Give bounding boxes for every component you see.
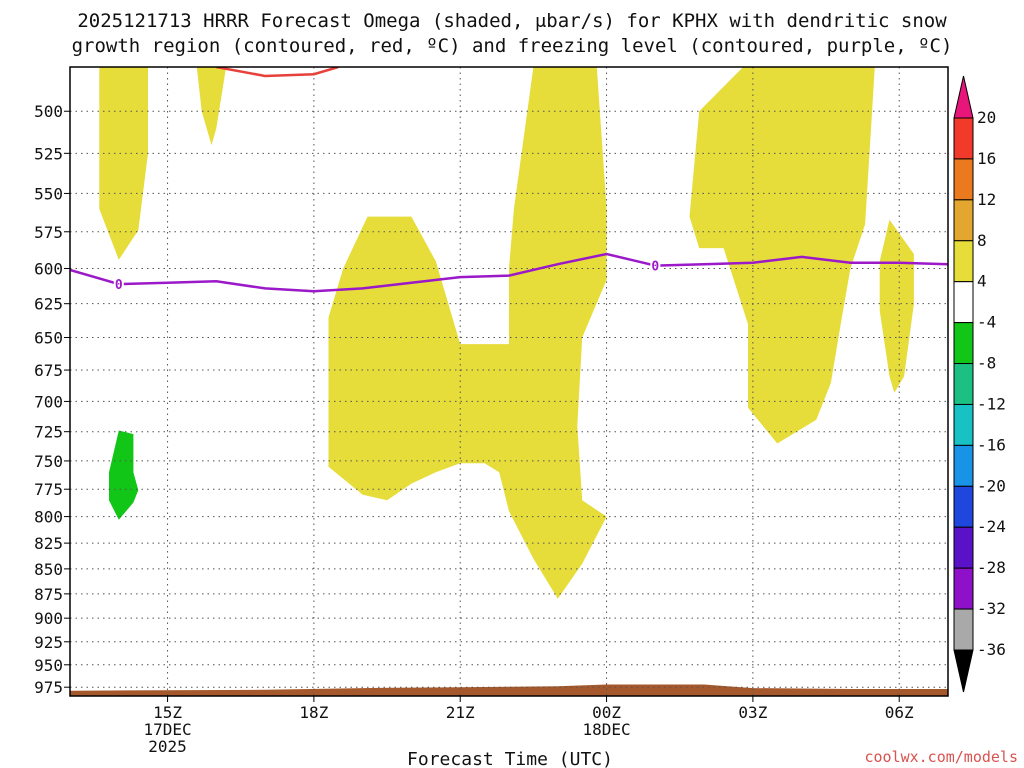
y-tick-label: 775 <box>34 480 63 499</box>
colorbar-label: -24 <box>977 517 1006 536</box>
y-tick-label: 750 <box>34 452 63 471</box>
omega-shading-layer <box>99 67 914 599</box>
chart-title-line-2: growth region (contoured, red, ºC) and f… <box>71 35 953 57</box>
y-tick-label: 625 <box>34 295 63 314</box>
grid-lines <box>70 67 948 696</box>
y-tick-label: 925 <box>34 633 63 652</box>
colorbar-label: 12 <box>977 190 996 209</box>
colorbar-swatch <box>953 199 974 242</box>
colorbar-label: -28 <box>977 558 1006 577</box>
plot-frame <box>69 66 949 697</box>
colorbar-swatch <box>953 363 974 405</box>
x-tick-label: 18DEC <box>582 720 630 739</box>
chart-title-line-1: 2025121713 HRRR Forecast Omega (shaded, … <box>77 10 947 32</box>
colorbar-legend: 20 16 12 8 4 -4 -8 -12 -16 -20 -24 -28 -32 -36 <box>953 75 1006 693</box>
y-tick-label: 875 <box>34 585 63 604</box>
colorbar-label: 16 <box>977 149 996 168</box>
terrain-layer <box>70 684 948 696</box>
colorbar-label: -16 <box>977 435 1006 454</box>
terrain-fill <box>70 684 948 696</box>
colorbar-swatch <box>953 322 974 365</box>
omega-region-6 <box>109 430 139 520</box>
x-tick-label: 18Z <box>299 703 328 722</box>
colorbar-label: 20 <box>977 108 996 127</box>
omega-region-3 <box>328 67 607 599</box>
colorbar-swatch <box>953 485 974 528</box>
freezing-label-bg <box>650 257 661 274</box>
colorbar-swatch <box>953 117 974 160</box>
colorbar-swatch <box>953 403 974 446</box>
y-tick-label: 675 <box>34 361 63 380</box>
omega-region-5 <box>879 219 914 393</box>
colorbar-bottom-arrow <box>953 649 974 693</box>
omega-region-4 <box>689 67 875 444</box>
colorbar-swatch <box>953 444 974 487</box>
colorbar-swatch <box>953 526 974 569</box>
colorbar-label: -4 <box>977 313 996 332</box>
x-tick-label: 00Z <box>592 703 621 722</box>
y-tick-label: 500 <box>34 102 63 121</box>
x-tick-label: 15Z <box>153 703 182 722</box>
colorbar-label: -36 <box>977 640 1006 659</box>
x-axis-label: Forecast Time (UTC) <box>407 749 613 768</box>
contour-layer: 00 <box>70 67 948 293</box>
y-tick-label: 550 <box>34 184 63 203</box>
y-tick-label: 975 <box>34 678 63 697</box>
omega-region-2 <box>196 67 227 146</box>
colorbar-swatch <box>953 567 974 610</box>
y-tick-label: 650 <box>34 329 63 348</box>
freezing-level-line <box>70 252 948 293</box>
x-tick-label: 2025 <box>148 737 187 756</box>
colorbar-swatch <box>953 240 974 283</box>
y-tick-label: 900 <box>34 609 63 628</box>
colorbar-label: 8 <box>977 231 987 250</box>
x-tick-label: 17DEC <box>143 720 191 739</box>
y-tick-label: 725 <box>34 423 63 442</box>
colorbar-label: -8 <box>977 354 996 373</box>
colorbar-label: -32 <box>977 599 1006 618</box>
y-tick-label: 850 <box>34 560 63 579</box>
x-tick-label: 21Z <box>446 703 475 722</box>
y-tick-label: 575 <box>34 223 63 242</box>
colorbar-swatch <box>953 608 974 651</box>
y-tick-label: 700 <box>34 392 63 411</box>
x-tick-label: 06Z <box>885 703 914 722</box>
y-axis: 500 525 550 575 600 625 650 675 700 725 750 775 800 8… <box>34 102 70 697</box>
colorbar-swatch <box>953 158 974 201</box>
freezing-level-label: 0 <box>115 278 123 293</box>
y-tick-label: 600 <box>34 259 63 278</box>
colorbar-swatch <box>953 281 974 324</box>
credit-text[interactable]: coolwx.com/models <box>864 748 1018 766</box>
colorbar-label: 4 <box>977 272 987 291</box>
freezing-label-bg <box>113 276 124 293</box>
y-tick-label: 950 <box>34 656 63 675</box>
y-tick-label: 825 <box>34 534 63 553</box>
colorbar-top-arrow <box>953 75 974 119</box>
y-tick-label: 525 <box>34 144 63 163</box>
omega-region-1 <box>99 67 148 260</box>
x-tick-label: 03Z <box>738 703 767 722</box>
colorbar-label: -20 <box>977 476 1006 495</box>
y-tick-label: 800 <box>34 508 63 527</box>
freezing-level-label: 0 <box>651 260 659 275</box>
colorbar-label: -12 <box>977 394 1006 413</box>
dgz-contour-line <box>216 67 339 78</box>
